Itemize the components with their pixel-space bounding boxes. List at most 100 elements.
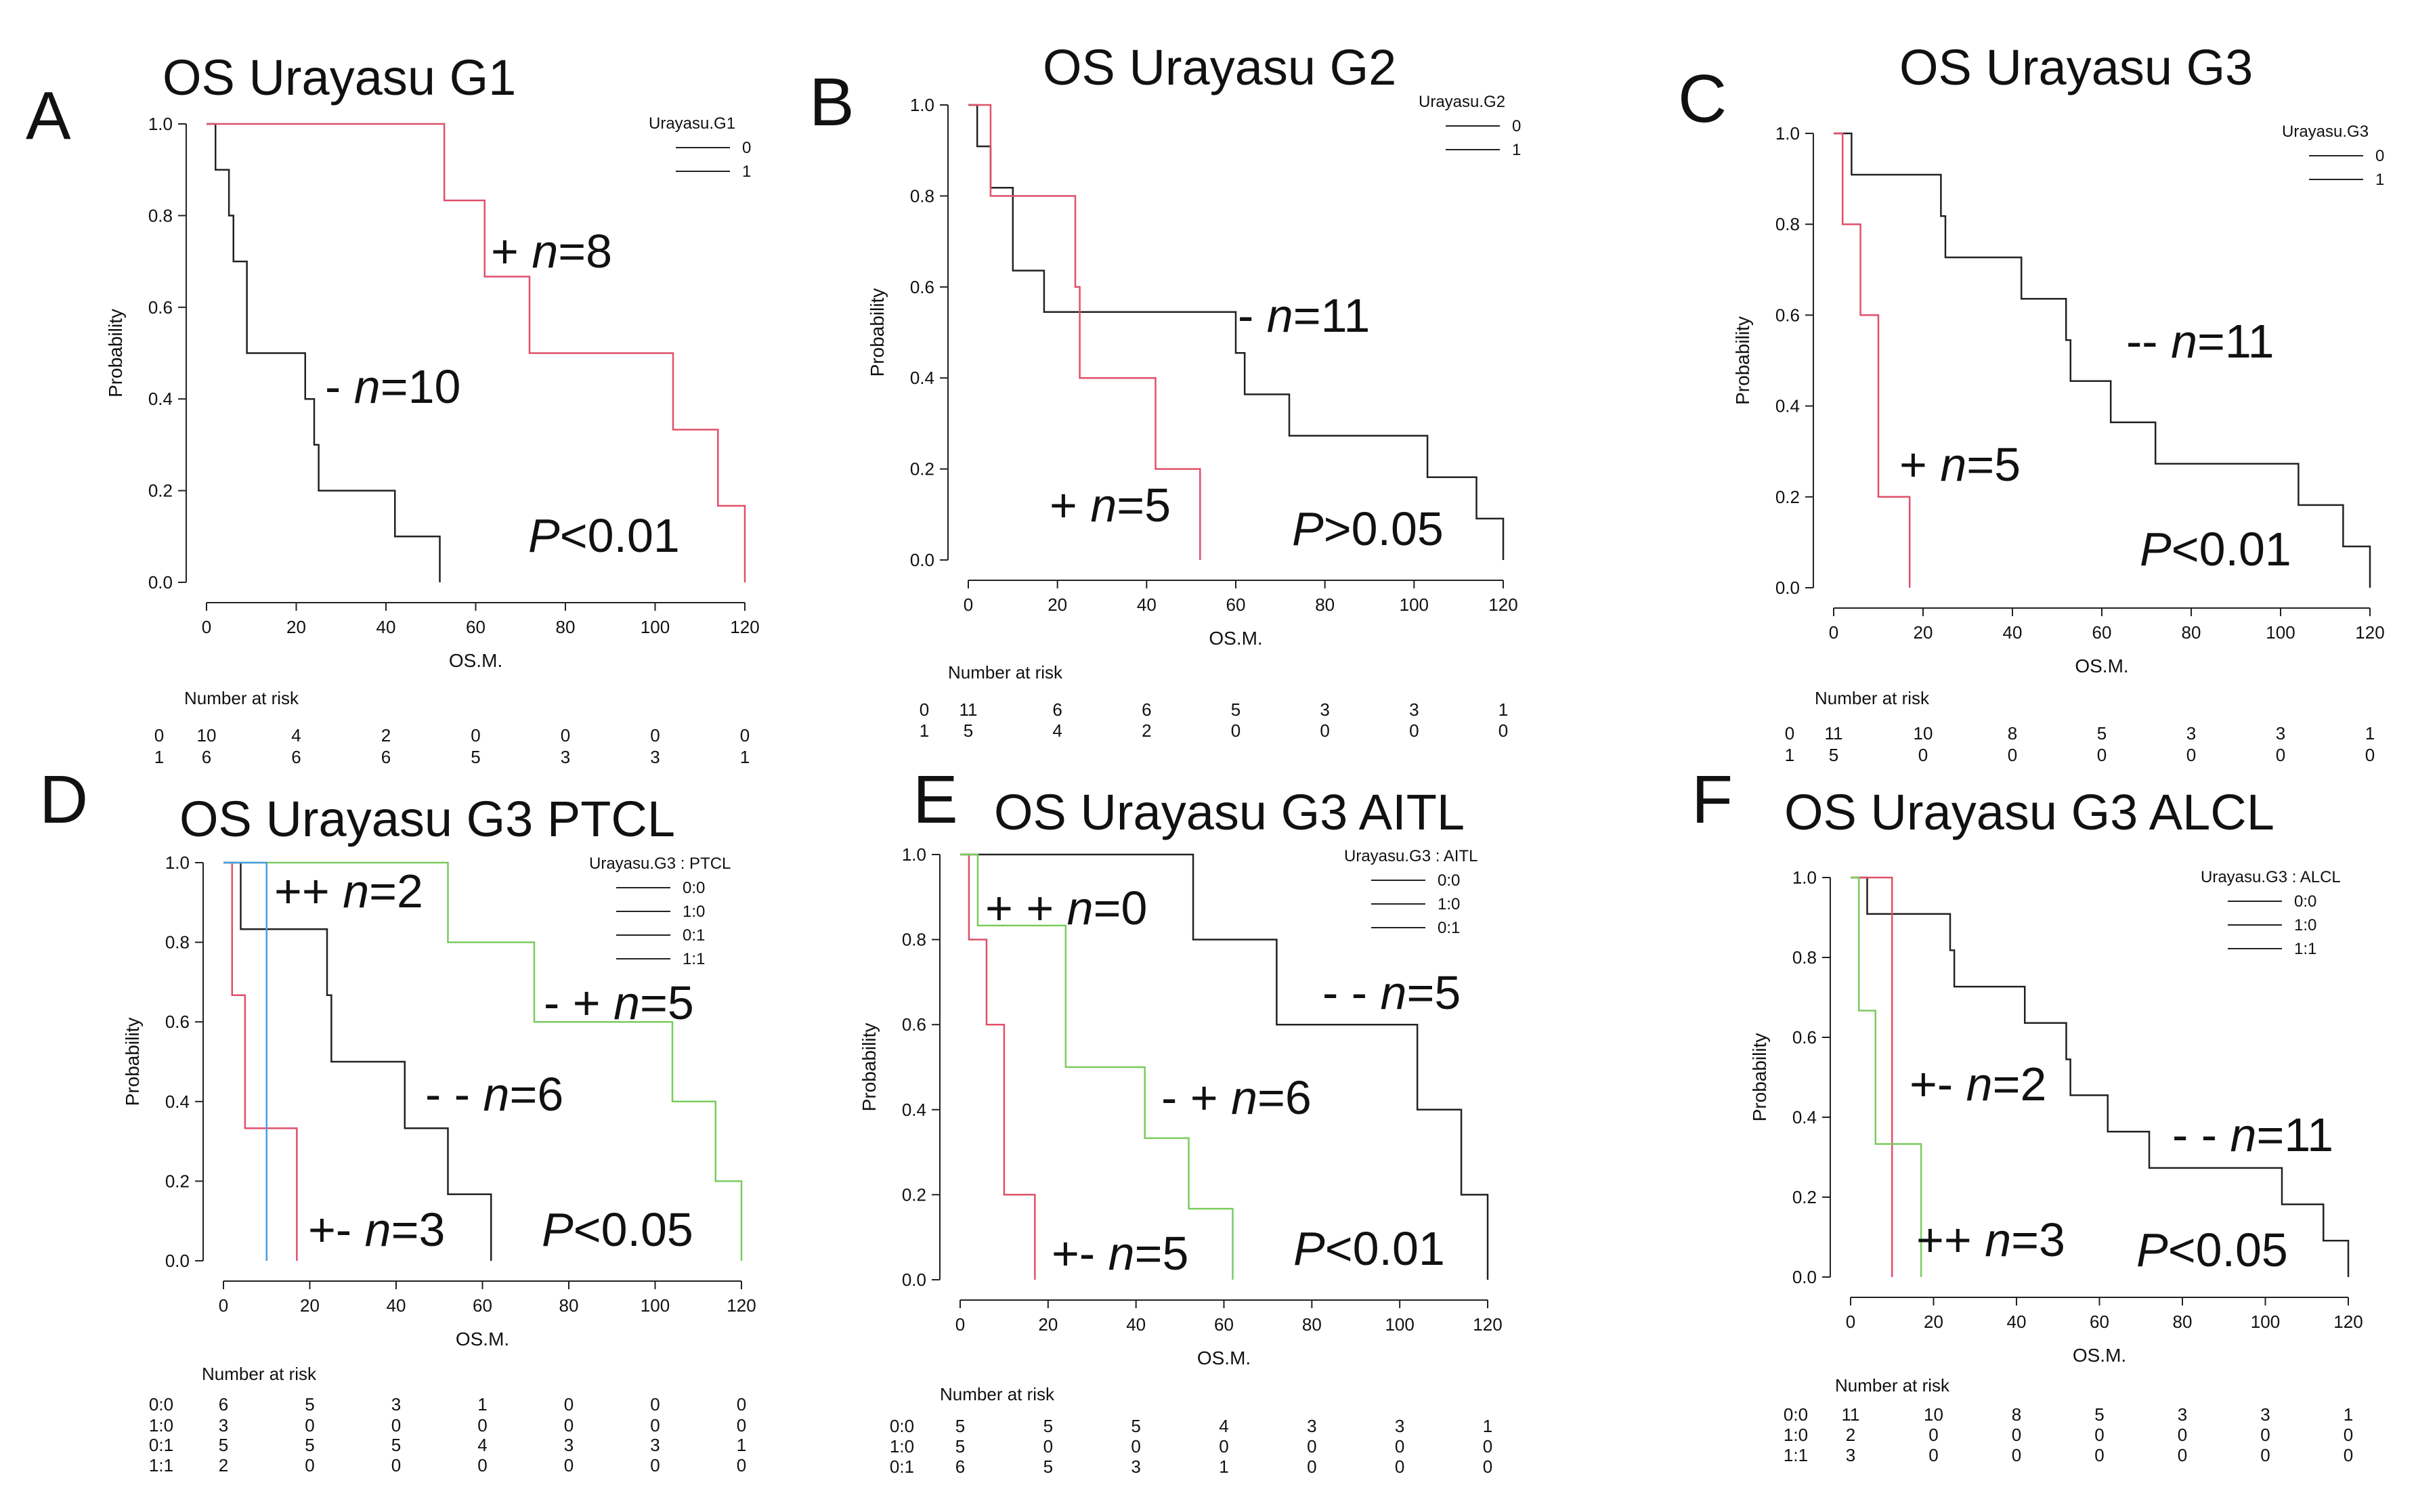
legend-entry: 0:1 [683,926,705,945]
risk-row-label: 1 [1785,745,1794,765]
y-tick-label: 1.0 [165,852,190,873]
annotation-label: +- n=3 [308,1203,445,1256]
risk-count: 0 [564,1394,574,1414]
y-tick-label: 1.0 [910,95,934,115]
risk-count: 0 [564,1455,574,1475]
y-tick-label: 0.8 [902,930,926,950]
risk-row-label: 0:0 [1784,1404,1808,1425]
x-tick-label: 80 [1302,1314,1322,1335]
legend-entry: 1:0 [2294,916,2316,934]
panel-letter: E [913,762,958,838]
y-tick-label: 0.4 [1775,396,1800,416]
risk-count: 2 [1846,1425,1855,1445]
x-tick-label: 120 [727,1295,756,1316]
risk-count: 6 [955,1456,965,1477]
km-curve-1-0 [1851,876,1893,1277]
risk-count: 1 [2344,1404,2353,1425]
legend-title: Urayasu.G2 [1419,93,1505,111]
x-tick-label: 100 [1385,1314,1414,1335]
y-tick-label: 0.0 [165,1251,190,1271]
y-axis-label: Probability [122,1018,143,1106]
risk-count: 0 [737,1455,746,1475]
risk-count: 3 [2186,723,2196,743]
x-tick-label: 60 [2092,622,2112,643]
risk-count: 1 [2365,723,2375,743]
legend-title: Urayasu.G3 : PTCL [589,855,731,873]
x-axis-label: OS.M. [449,650,502,671]
risk-count: 0 [2276,745,2285,765]
y-axis-label: Probability [867,288,888,377]
annotation-label: - + n=5 [544,976,694,1029]
risk-count: 0 [2186,745,2196,765]
legend-entry: 1:0 [1438,895,1460,913]
risk-count: 4 [1052,720,1062,741]
x-tick-label: 120 [730,617,759,637]
km-curve-0-0 [960,853,1489,1280]
x-tick-label: 20 [1048,595,1067,615]
annotation-label: - + n=6 [1161,1071,1312,1124]
x-tick-label: 0 [219,1295,228,1316]
y-tick-label: 0.0 [148,572,173,592]
risk-count: 6 [1142,699,1151,720]
risk-count: 4 [1219,1416,1228,1436]
y-tick-label: 0.2 [1792,1187,1817,1207]
risk-count: 5 [955,1436,965,1456]
x-tick-label: 80 [2182,622,2201,643]
km-curve-1 [207,123,746,582]
y-tick-label: 0.6 [165,1012,190,1032]
y-tick-label: 0.8 [1775,214,1800,234]
risk-count: 5 [1231,699,1241,720]
annotation-label: P>0.05 [1292,502,1444,555]
risk-count: 0 [737,1415,746,1435]
x-axis-label: OS.M. [1209,628,1262,649]
km-curve-0 [1834,132,2371,588]
x-tick-label: 120 [2355,622,2384,643]
x-tick-label: 60 [473,1295,492,1316]
risk-count: 0 [650,1455,660,1475]
y-tick-label: 1.0 [902,844,926,865]
legend-entry: 0 [1512,117,1521,135]
annotation-label: P<0.01 [2140,523,2291,576]
panel-letter: B [809,64,855,140]
risk-count: 0 [1498,720,1508,741]
risk-count: 0 [1928,1425,1938,1445]
y-tick-label: 0.4 [148,389,173,409]
y-tick-label: 1.0 [1792,867,1817,888]
y-axis-label: Probability [859,1023,880,1112]
risk-table-heading: Number at risk [1835,1375,1950,1396]
y-axis-label: Probability [1749,1033,1770,1122]
risk-count: 0 [564,1415,574,1435]
risk-count: 0 [561,725,570,746]
x-tick-label: 0 [1846,1312,1855,1332]
y-axis-label: Probability [105,309,126,397]
y-tick-label: 0.8 [148,205,173,225]
risk-count: 3 [391,1394,401,1414]
km-panel-d: D OS Urayasu G3 PTCL 0.0 0.2 0.4 0.6 0.8 1.0 Pro… [39,762,756,1475]
risk-count: 3 [561,747,570,767]
risk-count: 5 [1043,1456,1053,1477]
y-tick-label: 0.4 [902,1100,926,1120]
y-tick-label: 0.0 [902,1270,926,1290]
risk-count: 8 [2008,723,2017,743]
risk-count: 3 [1131,1456,1140,1477]
risk-count: 0 [650,1415,660,1435]
risk-count: 3 [2178,1404,2187,1425]
risk-count: 0 [2344,1445,2353,1465]
risk-count: 0 [740,725,750,746]
risk-count: 11 [959,699,978,720]
risk-count: 0 [650,1394,660,1414]
risk-row-label: 1:0 [890,1436,914,1456]
risk-count: 3 [1395,1416,1404,1436]
legend-title: Urayasu.G3 : AITL [1344,847,1477,865]
y-tick-label: 0.2 [902,1184,926,1205]
y-tick-label: 1.0 [1775,123,1800,144]
x-tick-label: 20 [1914,622,1933,643]
annotation-label: - n=10 [325,360,460,413]
risk-count: 5 [955,1416,965,1436]
risk-table-heading: Number at risk [940,1384,1055,1404]
x-tick-label: 80 [2173,1312,2193,1332]
risk-count: 4 [291,725,301,746]
x-axis-label: OS.M. [2075,655,2128,676]
legend-entry: 0 [742,139,751,157]
legend-entry: 1 [1512,141,1521,159]
